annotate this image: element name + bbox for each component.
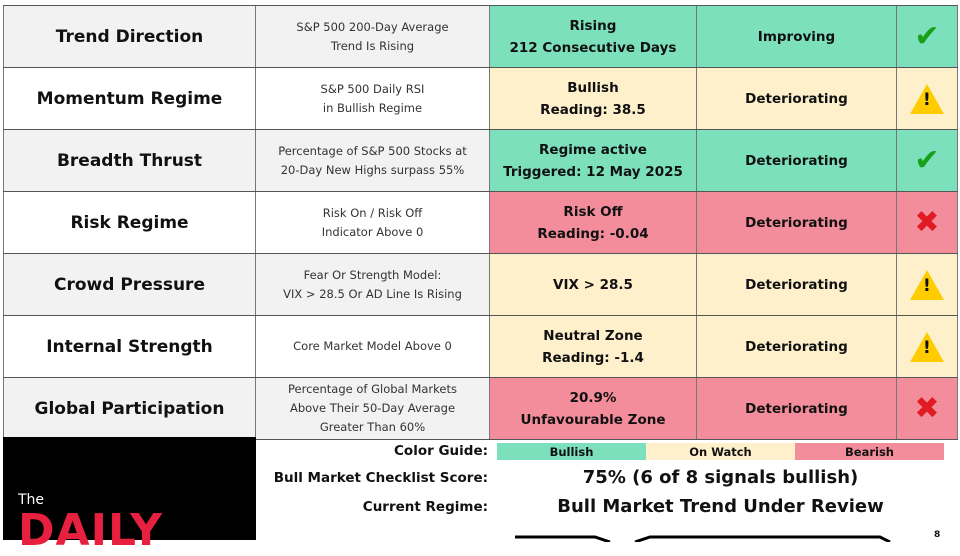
signal-trend: Deteriorating	[697, 192, 897, 253]
description-line: VIX > 28.5 Or AD Line Is Rising	[283, 286, 462, 301]
value-line: Reading: -0.04	[537, 225, 649, 242]
signal-description: Percentage of S&P 500 Stocks at 20-Day Ne…	[256, 130, 490, 191]
signal-status: ✔	[897, 130, 958, 191]
value-line: Triggered: 12 May 2025	[503, 163, 683, 180]
description-line: Greater Than 60%	[319, 420, 426, 434]
description-line: in Bullish Regime	[322, 100, 423, 115]
value-line: Reading: -1.4	[542, 349, 644, 366]
description-line: Above Their 50-Day Average	[289, 401, 456, 415]
signal-name: Crowd Pressure	[3, 254, 256, 315]
signal-name: Breadth Thrust	[3, 130, 256, 191]
description-line: S&P 500 Daily RSI	[320, 81, 425, 96]
signal-description: Risk On / Risk Off Indicator Above 0	[256, 192, 490, 253]
signal-name: Momentum Regime	[3, 68, 256, 129]
guide-on-watch: On Watch	[646, 443, 795, 460]
logo-daily: DAILY	[18, 505, 163, 556]
description-line: Risk On / Risk Off	[322, 205, 423, 220]
description-line: Percentage of S&P 500 Stocks at	[278, 143, 467, 158]
value-line: Reading: 38.5	[540, 101, 646, 118]
current-regime: Bull Market Trend Under Review	[557, 496, 884, 517]
signal-trend: Deteriorating	[697, 130, 897, 191]
signal-trend: Deteriorating	[697, 68, 897, 129]
table-row: Internal Strength Core Market Model Abov…	[3, 316, 958, 378]
checklist-score: 75% (6 of 8 signals bullish)	[582, 467, 859, 488]
value-line: 20.9%	[569, 389, 617, 406]
table-row: Risk Regime Risk On / Risk Off Indicator …	[3, 192, 958, 254]
check-icon: ✔	[914, 18, 940, 54]
signal-status: !	[897, 316, 958, 377]
signal-description: Core Market Model Above 0	[256, 316, 490, 377]
signal-trend: Deteriorating	[697, 316, 897, 377]
signal-status: ✖	[897, 192, 958, 253]
warning-icon: !	[910, 83, 944, 114]
signal-value: 20.9% Unfavourable Zone	[490, 378, 697, 439]
warning-icon: !	[910, 331, 944, 362]
checklist-table: Trend Direction S&P 500 200-Day Average T…	[3, 5, 958, 440]
signal-status: ✔	[897, 6, 958, 67]
signal-description: Fear Or Strength Model: VIX > 28.5 Or AD …	[256, 254, 490, 315]
description-line: Indicator Above 0	[321, 224, 424, 239]
warning-icon: !	[910, 269, 944, 300]
cross-icon: ✖	[914, 390, 940, 426]
signal-description: Percentage of Global Markets Above Their …	[256, 378, 490, 439]
description-line: S&P 500 200-Day Average	[296, 19, 449, 34]
signal-description: S&P 500 200-Day Average Trend Is Rising	[256, 6, 490, 67]
signal-status: !	[897, 254, 958, 315]
table-row: Momentum Regime S&P 500 Daily RSI in Bull…	[3, 68, 958, 130]
table-row: Trend Direction S&P 500 200-Day Average T…	[3, 6, 958, 68]
value-line: Bullish	[567, 79, 619, 96]
description-line: Core Market Model Above 0	[293, 339, 452, 353]
signal-description: S&P 500 Daily RSI in Bullish Regime	[256, 68, 490, 129]
signal-value: Regime active Triggered: 12 May 2025	[490, 130, 697, 191]
value-line: Risk Off	[563, 203, 623, 220]
arrow-graphic	[515, 535, 891, 542]
logo: The DAILY	[3, 437, 256, 556]
table-row: Breadth Thrust Percentage of S&P 500 Sto…	[3, 130, 958, 192]
description-line: Percentage of Global Markets	[288, 382, 457, 396]
signal-name: Risk Regime	[3, 192, 256, 253]
check-icon: ✔	[914, 142, 940, 178]
description-line: Trend Is Rising	[330, 38, 415, 53]
value-line: 212 Consecutive Days	[509, 39, 677, 56]
value-line: VIX > 28.5	[553, 276, 633, 293]
value-line: Unfavourable Zone	[520, 411, 666, 428]
table-row: Global Participation Percentage of Globa…	[3, 378, 958, 440]
color-guide: Bullish On Watch Bearish	[497, 443, 944, 460]
page-number: 8	[934, 530, 941, 540]
description-line: 20-Day New Highs surpass 55%	[280, 162, 465, 177]
signal-value: Neutral Zone Reading: -1.4	[490, 316, 697, 377]
regime-label: Current Regime:	[362, 499, 488, 515]
signal-value: Bullish Reading: 38.5	[490, 68, 697, 129]
logo-the: The	[18, 492, 45, 508]
value-line: Regime active	[539, 141, 647, 158]
signal-value: Rising 212 Consecutive Days	[490, 6, 697, 67]
signal-trend: Improving	[697, 6, 897, 67]
score-label: Bull Market Checklist Score:	[273, 470, 488, 486]
signal-value: Risk Off Reading: -0.04	[490, 192, 697, 253]
signal-name: Global Participation	[3, 378, 256, 439]
signal-trend: Deteriorating	[697, 378, 897, 439]
signal-name: Trend Direction	[3, 6, 256, 67]
signal-status: !	[897, 68, 958, 129]
cross-icon: ✖	[914, 204, 940, 240]
description-line: Fear Or Strength Model:	[303, 267, 442, 282]
signal-trend: Deteriorating	[697, 254, 897, 315]
signal-status: ✖	[897, 378, 958, 439]
signal-value: VIX > 28.5	[490, 254, 697, 315]
signal-name: Internal Strength	[3, 316, 256, 377]
guide-bullish: Bullish	[497, 443, 646, 460]
value-line: Rising	[569, 17, 617, 34]
guide-bearish: Bearish	[795, 443, 944, 460]
color-guide-label: Color Guide:	[394, 443, 488, 459]
value-line: Neutral Zone	[543, 327, 643, 344]
table-row: Crowd Pressure Fear Or Strength Model: VI…	[3, 254, 958, 316]
